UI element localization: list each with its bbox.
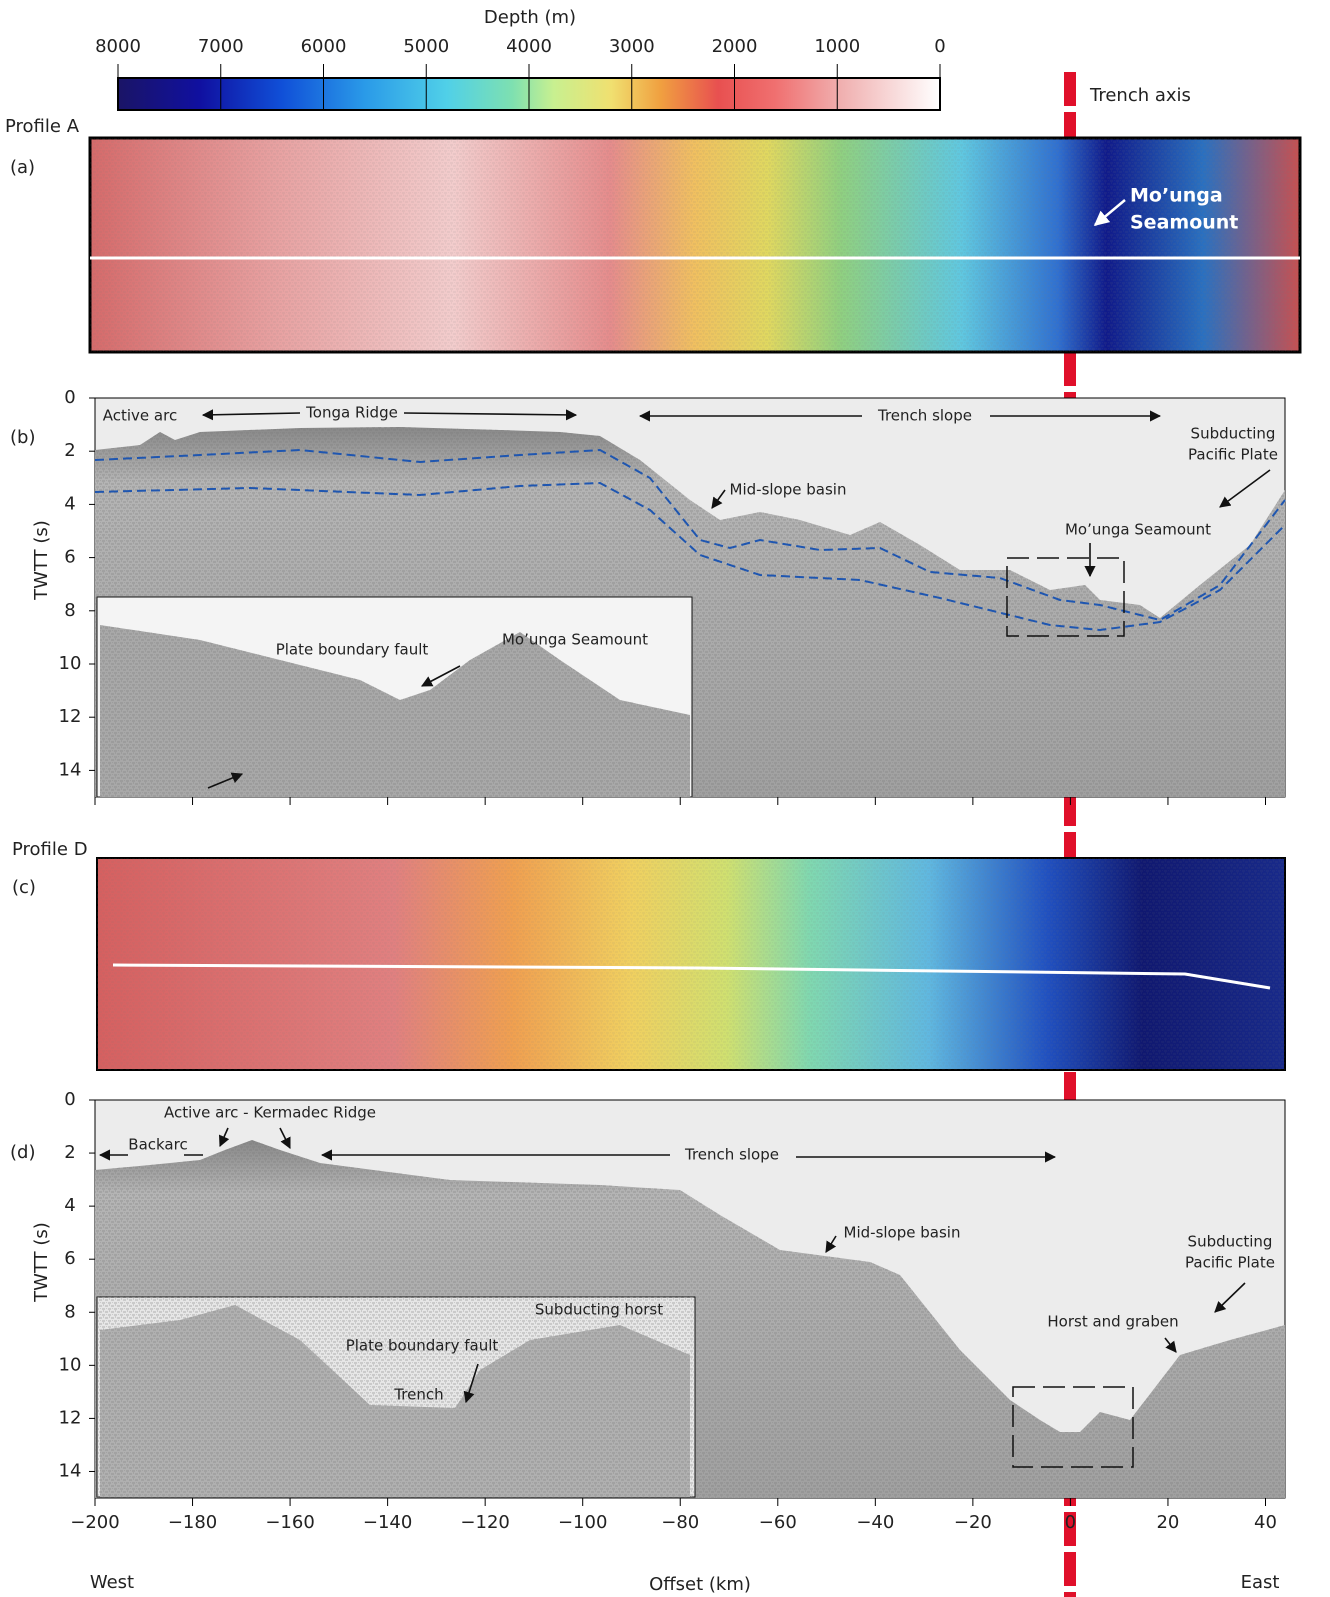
figure: Depth (m) Trench axis Profile A (a) Mo’u… [0,0,1330,1597]
y-tick-label: 2 [64,1142,75,1163]
annotation: Backarc [128,1136,187,1154]
y-axis-label: TWTT (s) [31,520,52,601]
x-tick-label: −200 [70,1512,119,1533]
map-texture [90,138,1300,352]
x-tick-label: −20 [954,1512,992,1533]
trench-axis-label: Trench axis [1089,85,1191,106]
annotation: Subducting horst [535,1301,663,1319]
annotation: Subducting [1191,425,1276,443]
west-label: West [90,1572,134,1593]
y-tick-label: 10 [59,653,82,674]
colorbar-tick-label: 0 [934,36,945,57]
panel-label: (d) [10,1142,35,1163]
annotation: Pacific Plate [1188,446,1278,464]
y-tick-label: 14 [59,759,82,780]
map-texture [97,858,1285,1070]
annotation: Plate boundary fault [276,641,429,659]
annotation: Tonga Ridge [305,404,398,422]
x-tick-label: −120 [460,1512,509,1533]
colorbar-tick-label: 5000 [403,36,449,57]
annotation: Mid-slope basin [730,481,847,499]
annotation: Subducting [1188,1233,1273,1251]
annotation: Horst and graben [1047,1313,1178,1331]
y-tick-label: 6 [64,547,75,568]
annotation: Mo’unga Seamount [502,631,648,649]
y-tick-label: 12 [59,1407,82,1428]
x-tick-label: −60 [759,1512,797,1533]
x-tick-label: −80 [661,1512,699,1533]
seamount-label: Mo’unga [1130,185,1223,207]
y-tick-label: 4 [64,1195,75,1216]
panel-label: (a) [10,157,35,178]
y-axis-label: TWTT (s) [31,1222,52,1303]
colorbar-tick-label: 8000 [95,36,141,57]
y-tick-label: 12 [59,706,82,727]
x-tick-label: −140 [363,1512,412,1533]
y-tick-label: 6 [64,1248,75,1269]
annotation: Trench [393,1386,443,1404]
annotation: Trench slope [877,407,972,425]
x-tick-label: −180 [168,1512,217,1533]
y-tick-label: 8 [64,1301,75,1322]
annotation: Trench slope [684,1146,779,1164]
annotation: Pacific Plate [1185,1254,1275,1272]
x-tick-label: −40 [856,1512,894,1533]
colorbar-tick-label: 3000 [609,36,655,57]
colorbar-title: Depth (m) [484,7,576,28]
x-tick-label: 0 [1065,1512,1076,1533]
seamount-label: Seamount [1130,212,1238,234]
y-tick-label: 0 [64,1089,75,1110]
panel-label: (c) [12,877,36,898]
panel-label: (b) [10,427,35,448]
x-tick-label: −160 [265,1512,314,1533]
colorbar-tick-label: 2000 [712,36,758,57]
colorbar-tick-label: 4000 [506,36,552,57]
annotation: Plate boundary fault [346,1337,499,1355]
y-tick-label: 0 [64,387,75,408]
profile-label: Profile A [5,116,80,137]
y-tick-label: 4 [64,493,75,514]
east-label: East [1241,1572,1280,1593]
y-tick-label: 2 [64,440,75,461]
x-tick-label: −100 [558,1512,607,1533]
annotation: Active arc - Kermadec Ridge [164,1104,376,1122]
profile-label: Profile D [12,839,88,860]
x-axis-label: Offset (km) [649,1574,751,1595]
y-tick-label: 14 [59,1460,82,1481]
colorbar-tick-label: 7000 [198,36,244,57]
colorbar-tick-label: 1000 [814,36,860,57]
y-tick-label: 8 [64,600,75,621]
annotation: Mo’unga Seamount [1065,521,1211,539]
x-tick-label: 40 [1254,1512,1277,1533]
y-tick-label: 10 [59,1354,82,1375]
annotation: Mid-slope basin [844,1224,961,1242]
colorbar-tick-label: 6000 [301,36,347,57]
annotation: Active arc [103,407,177,425]
x-tick-label: 20 [1156,1512,1179,1533]
